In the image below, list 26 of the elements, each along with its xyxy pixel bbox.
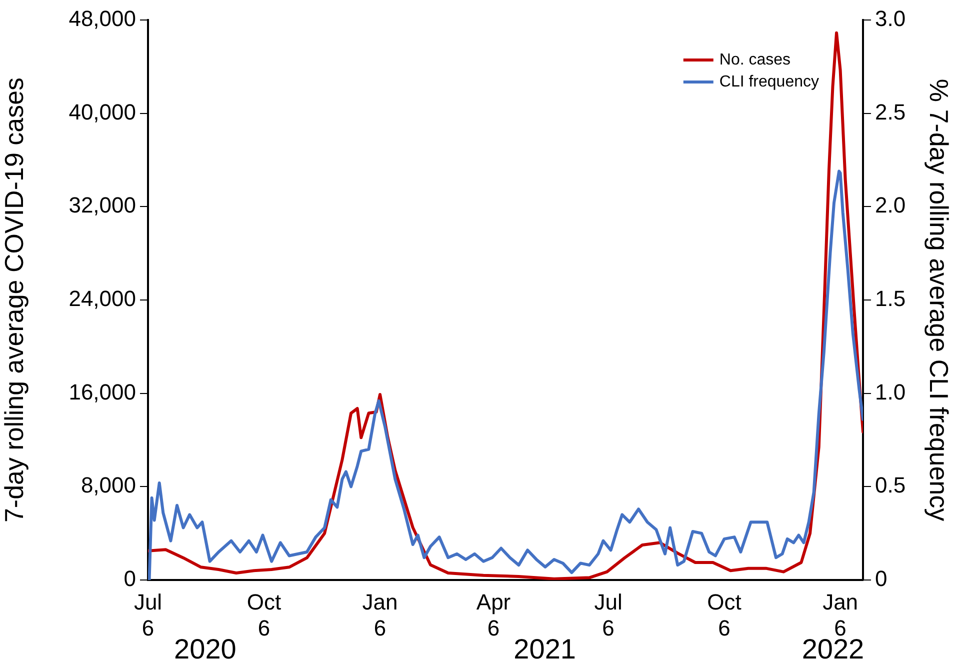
text: 2021: [514, 634, 576, 665]
y2-tick-label: 2.0: [875, 192, 906, 218]
y2-axis-title: % 7-day rolling average CLI frequency: [924, 78, 953, 522]
x-tick-label: Oct 6: [246, 589, 282, 641]
legend-label: CLI frequency: [719, 73, 819, 90]
x-tick-label: Apr 6: [476, 589, 511, 641]
y2-tick-label: 0: [875, 566, 888, 592]
y2-tick-label: 3.0: [875, 6, 906, 32]
y-tick-label: 16,000: [68, 379, 136, 404]
x-tick-label: Oct 6: [707, 589, 742, 641]
y-axis-title: 7-day rolling average COVID-19 cases: [0, 77, 29, 523]
x-tick-label: Jul 6: [594, 589, 622, 641]
y-tick-label: 24,000: [68, 286, 136, 312]
y-tick-label: 40,000: [68, 99, 136, 124]
text: 2020: [174, 634, 236, 665]
y-tick-label: 8,000: [80, 472, 136, 498]
y-tick-label: 32,000: [68, 192, 136, 218]
y2-tick-label: 1.0: [875, 379, 906, 404]
y2-tick-label: 1.5: [875, 286, 906, 312]
y-tick-label: 0: [124, 566, 136, 592]
y2-tick-label: 2.5: [875, 99, 906, 124]
legend-label: No. cases: [719, 51, 791, 68]
x-tick-label: Jan 6: [362, 589, 398, 641]
y2-tick-label: 0.5: [875, 472, 906, 498]
x-tick-label: Jul 6: [134, 589, 162, 641]
y-tick-label: 48,000: [68, 6, 136, 32]
